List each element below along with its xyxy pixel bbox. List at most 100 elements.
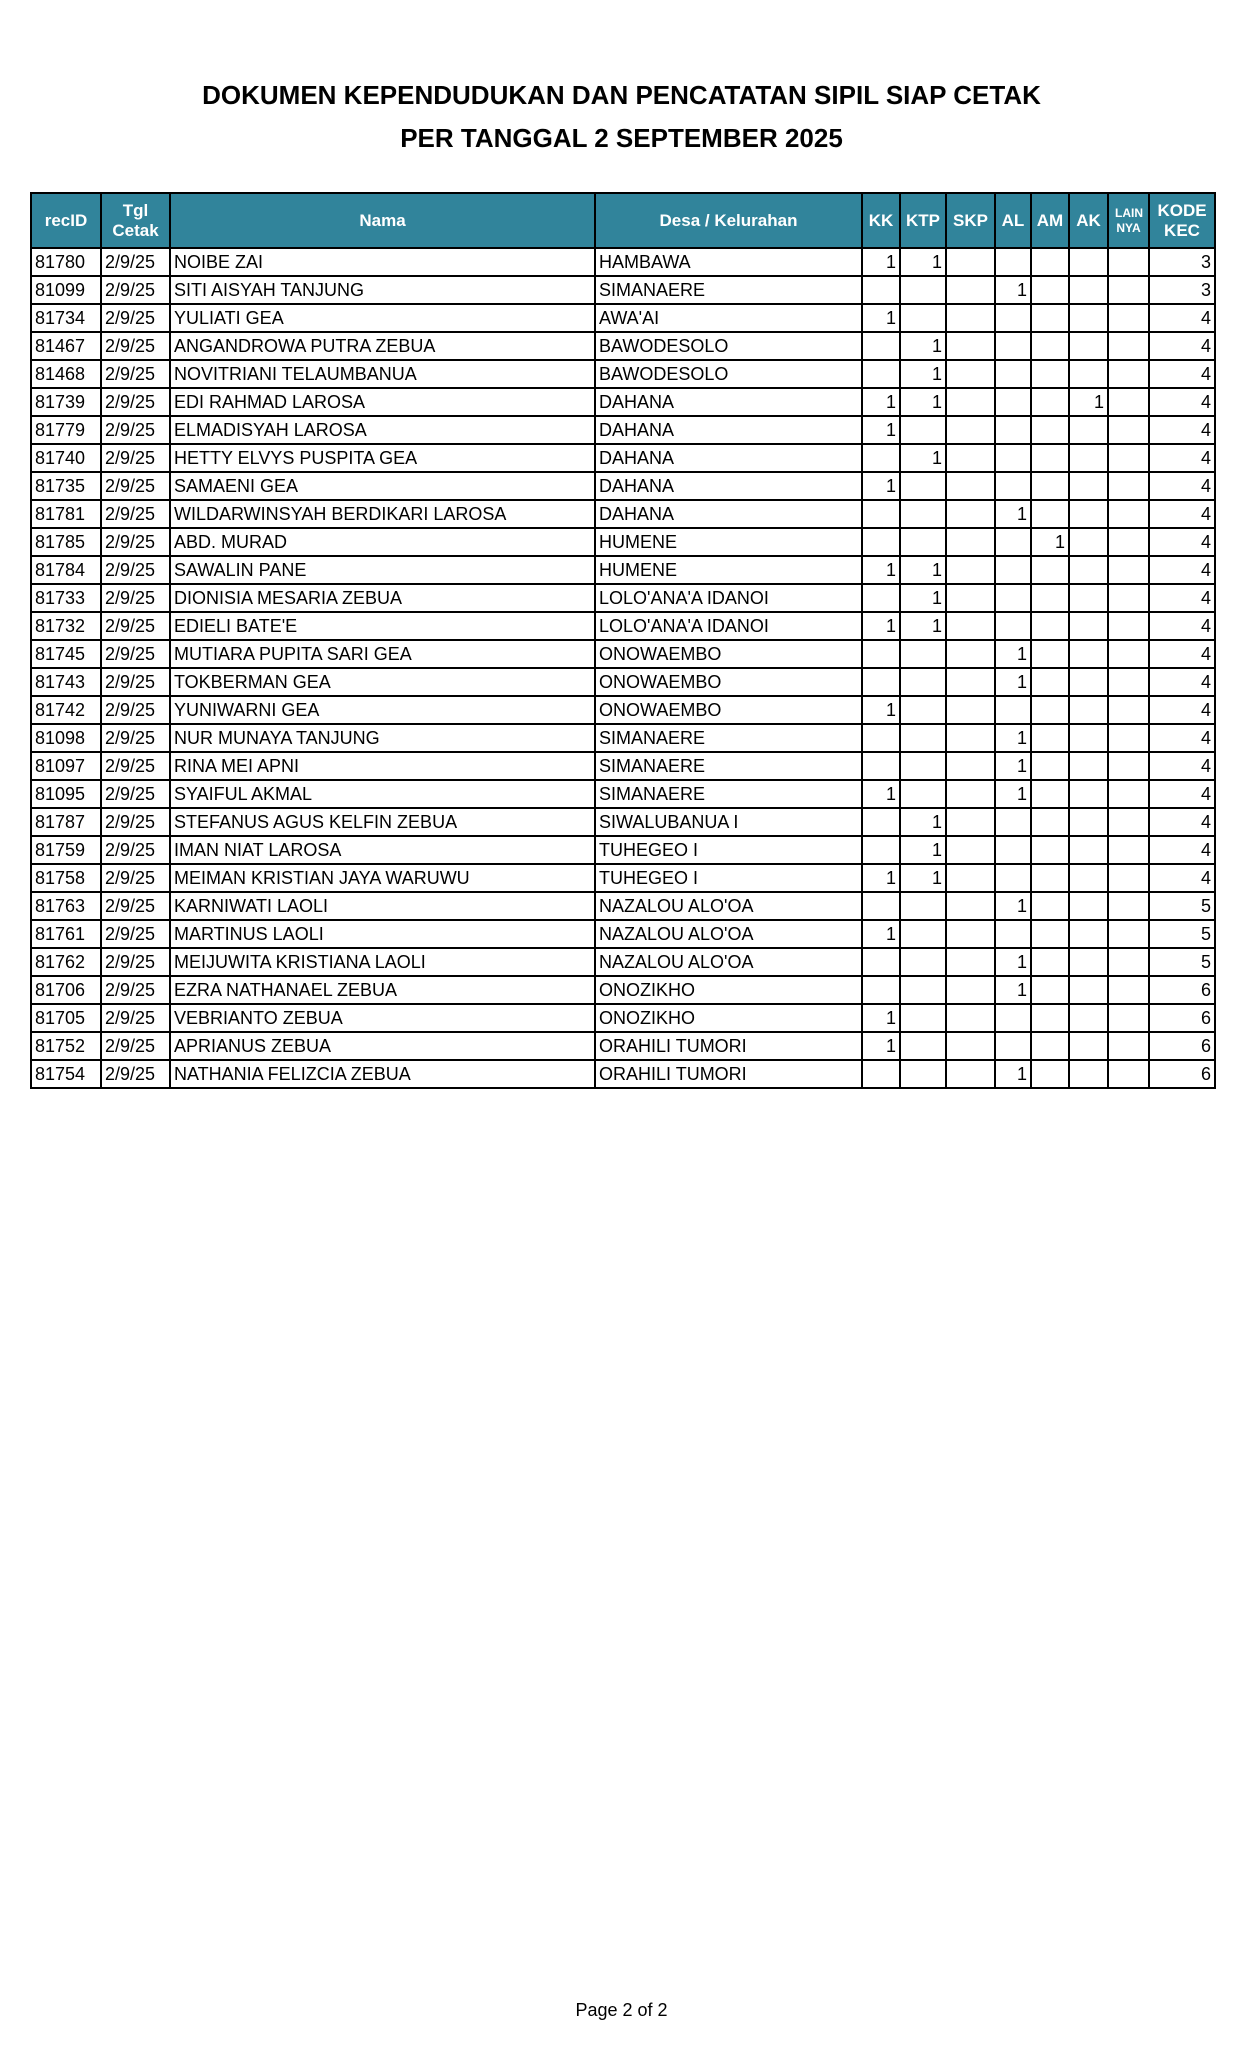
cell-ak xyxy=(1068,527,1109,557)
cell-ktp: 1 xyxy=(899,331,947,361)
cell-desa-kelurahan: LOLO'ANA'A IDANOI xyxy=(594,583,863,613)
cell-skp xyxy=(945,639,996,669)
cell-am xyxy=(1030,723,1070,753)
cell-recid: 81779 xyxy=(30,415,102,445)
cell-kode-kec: 6 xyxy=(1148,1031,1216,1061)
column-header-kk: KK xyxy=(861,192,901,249)
cell-kode-kec: 4 xyxy=(1148,583,1216,613)
cell-recid: 81742 xyxy=(30,695,102,725)
cell-tgl-cetak: 2/9/25 xyxy=(100,527,171,557)
cell-al: 1 xyxy=(994,275,1032,305)
cell-tgl-cetak: 2/9/25 xyxy=(100,667,171,697)
cell-am xyxy=(1030,471,1070,501)
cell-skp xyxy=(945,611,996,641)
column-header-lainnya: LAIN NYA xyxy=(1107,192,1150,249)
cell-kk: 1 xyxy=(861,919,901,949)
cell-ak xyxy=(1068,975,1109,1005)
cell-ak xyxy=(1068,919,1109,949)
cell-nama: MEIJUWITA KRISTIANA LAOLI xyxy=(169,947,596,977)
cell-am xyxy=(1030,247,1070,277)
cell-kode-kec: 4 xyxy=(1148,555,1216,585)
cell-skp xyxy=(945,891,996,921)
cell-lainnya xyxy=(1107,1031,1150,1061)
cell-ktp: 1 xyxy=(899,247,947,277)
cell-ktp xyxy=(899,723,947,753)
cell-kk xyxy=(861,975,901,1005)
cell-ktp xyxy=(899,667,947,697)
cell-kk xyxy=(861,835,901,865)
cell-ak xyxy=(1068,723,1109,753)
cell-desa-kelurahan: BAWODESOLO xyxy=(594,359,863,389)
cell-kk xyxy=(861,527,901,557)
cell-tgl-cetak: 2/9/25 xyxy=(100,1003,171,1033)
table-row: 81754 2/9/25 NATHANIA FELIZCIA ZEBUA ORAHIL… xyxy=(30,1059,1216,1089)
cell-recid: 81098 xyxy=(30,723,102,753)
cell-ak xyxy=(1068,555,1109,585)
cell-recid: 81740 xyxy=(30,443,102,473)
cell-al xyxy=(994,611,1032,641)
cell-ktp: 1 xyxy=(899,863,947,893)
cell-al xyxy=(994,303,1032,333)
column-header-kode-kec: KODE KEC xyxy=(1148,192,1216,249)
cell-am: 1 xyxy=(1030,527,1070,557)
cell-lainnya xyxy=(1107,415,1150,445)
cell-tgl-cetak: 2/9/25 xyxy=(100,807,171,837)
table-row: 81706 2/9/25 EZRA NATHANAEL ZEBUA ONOZIKHO 1… xyxy=(30,975,1216,1005)
table-row: 81758 2/9/25 MEIMAN KRISTIAN JAYA WARUWU TU… xyxy=(30,863,1216,893)
table-row: 81785 2/9/25 ABD. MURAD HUMENE 1 4 xyxy=(30,527,1216,557)
cell-nama: YUNIWARNI GEA xyxy=(169,695,596,725)
cell-desa-kelurahan: SIMANAERE xyxy=(594,779,863,809)
cell-recid: 81763 xyxy=(30,891,102,921)
cell-ktp xyxy=(899,891,947,921)
cell-kode-kec: 4 xyxy=(1148,387,1216,417)
cell-kk xyxy=(861,443,901,473)
cell-ak xyxy=(1068,947,1109,977)
cell-tgl-cetak: 2/9/25 xyxy=(100,695,171,725)
table-row: 81752 2/9/25 APRIANUS ZEBUA ORAHILI TUMORI 1… xyxy=(30,1031,1216,1061)
cell-am xyxy=(1030,667,1070,697)
cell-ktp xyxy=(899,695,947,725)
cell-kk xyxy=(861,331,901,361)
cell-al xyxy=(994,583,1032,613)
cell-ktp: 1 xyxy=(899,555,947,585)
cell-kk xyxy=(861,499,901,529)
cell-nama: MUTIARA PUPITA SARI GEA xyxy=(169,639,596,669)
cell-kk xyxy=(861,1059,901,1089)
cell-kode-kec: 4 xyxy=(1148,695,1216,725)
cell-recid: 81758 xyxy=(30,863,102,893)
cell-lainnya xyxy=(1107,863,1150,893)
column-header-am: AM xyxy=(1030,192,1070,249)
cell-tgl-cetak: 2/9/25 xyxy=(100,555,171,585)
cell-nama: RINA MEI APNI xyxy=(169,751,596,781)
cell-ak xyxy=(1068,695,1109,725)
table-row: 81733 2/9/25 DIONISIA MESARIA ZEBUA LOLO'AN… xyxy=(30,583,1216,613)
cell-kk xyxy=(861,751,901,781)
cell-recid: 81706 xyxy=(30,975,102,1005)
cell-skp xyxy=(945,1031,996,1061)
cell-desa-kelurahan: TUHEGEO I xyxy=(594,863,863,893)
table-row: 81759 2/9/25 IMAN NIAT LAROSA TUHEGEO I 1 4 xyxy=(30,835,1216,865)
cell-recid: 81734 xyxy=(30,303,102,333)
table-row: 81099 2/9/25 SITI AISYAH TANJUNG SIMANAERE 1… xyxy=(30,275,1216,305)
table-row: 81468 2/9/25 NOVITRIANI TELAUMBANUA BAWODES… xyxy=(30,359,1216,389)
cell-skp xyxy=(945,975,996,1005)
cell-kode-kec: 4 xyxy=(1148,415,1216,445)
cell-nama: NOIBE ZAI xyxy=(169,247,596,277)
cell-kk: 1 xyxy=(861,415,901,445)
table-row: 81763 2/9/25 KARNIWATI LAOLI NAZALOU ALO'OA… xyxy=(30,891,1216,921)
cell-desa-kelurahan: ONOWAEMBO xyxy=(594,667,863,697)
cell-tgl-cetak: 2/9/25 xyxy=(100,779,171,809)
cell-desa-kelurahan: SIMANAERE xyxy=(594,751,863,781)
cell-kk: 1 xyxy=(861,1031,901,1061)
cell-kk xyxy=(861,723,901,753)
cell-ktp: 1 xyxy=(899,583,947,613)
table-row: 81467 2/9/25 ANGANDROWA PUTRA ZEBUA BAWODES… xyxy=(30,331,1216,361)
cell-kode-kec: 4 xyxy=(1148,807,1216,837)
table-row: 81739 2/9/25 EDI RAHMAD LAROSA DAHANA 1 1 1 4 xyxy=(30,387,1216,417)
cell-desa-kelurahan: NAZALOU ALO'OA xyxy=(594,891,863,921)
cell-skp xyxy=(945,1059,996,1089)
cell-tgl-cetak: 2/9/25 xyxy=(100,751,171,781)
cell-am xyxy=(1030,779,1070,809)
cell-recid: 81762 xyxy=(30,947,102,977)
cell-tgl-cetak: 2/9/25 xyxy=(100,443,171,473)
